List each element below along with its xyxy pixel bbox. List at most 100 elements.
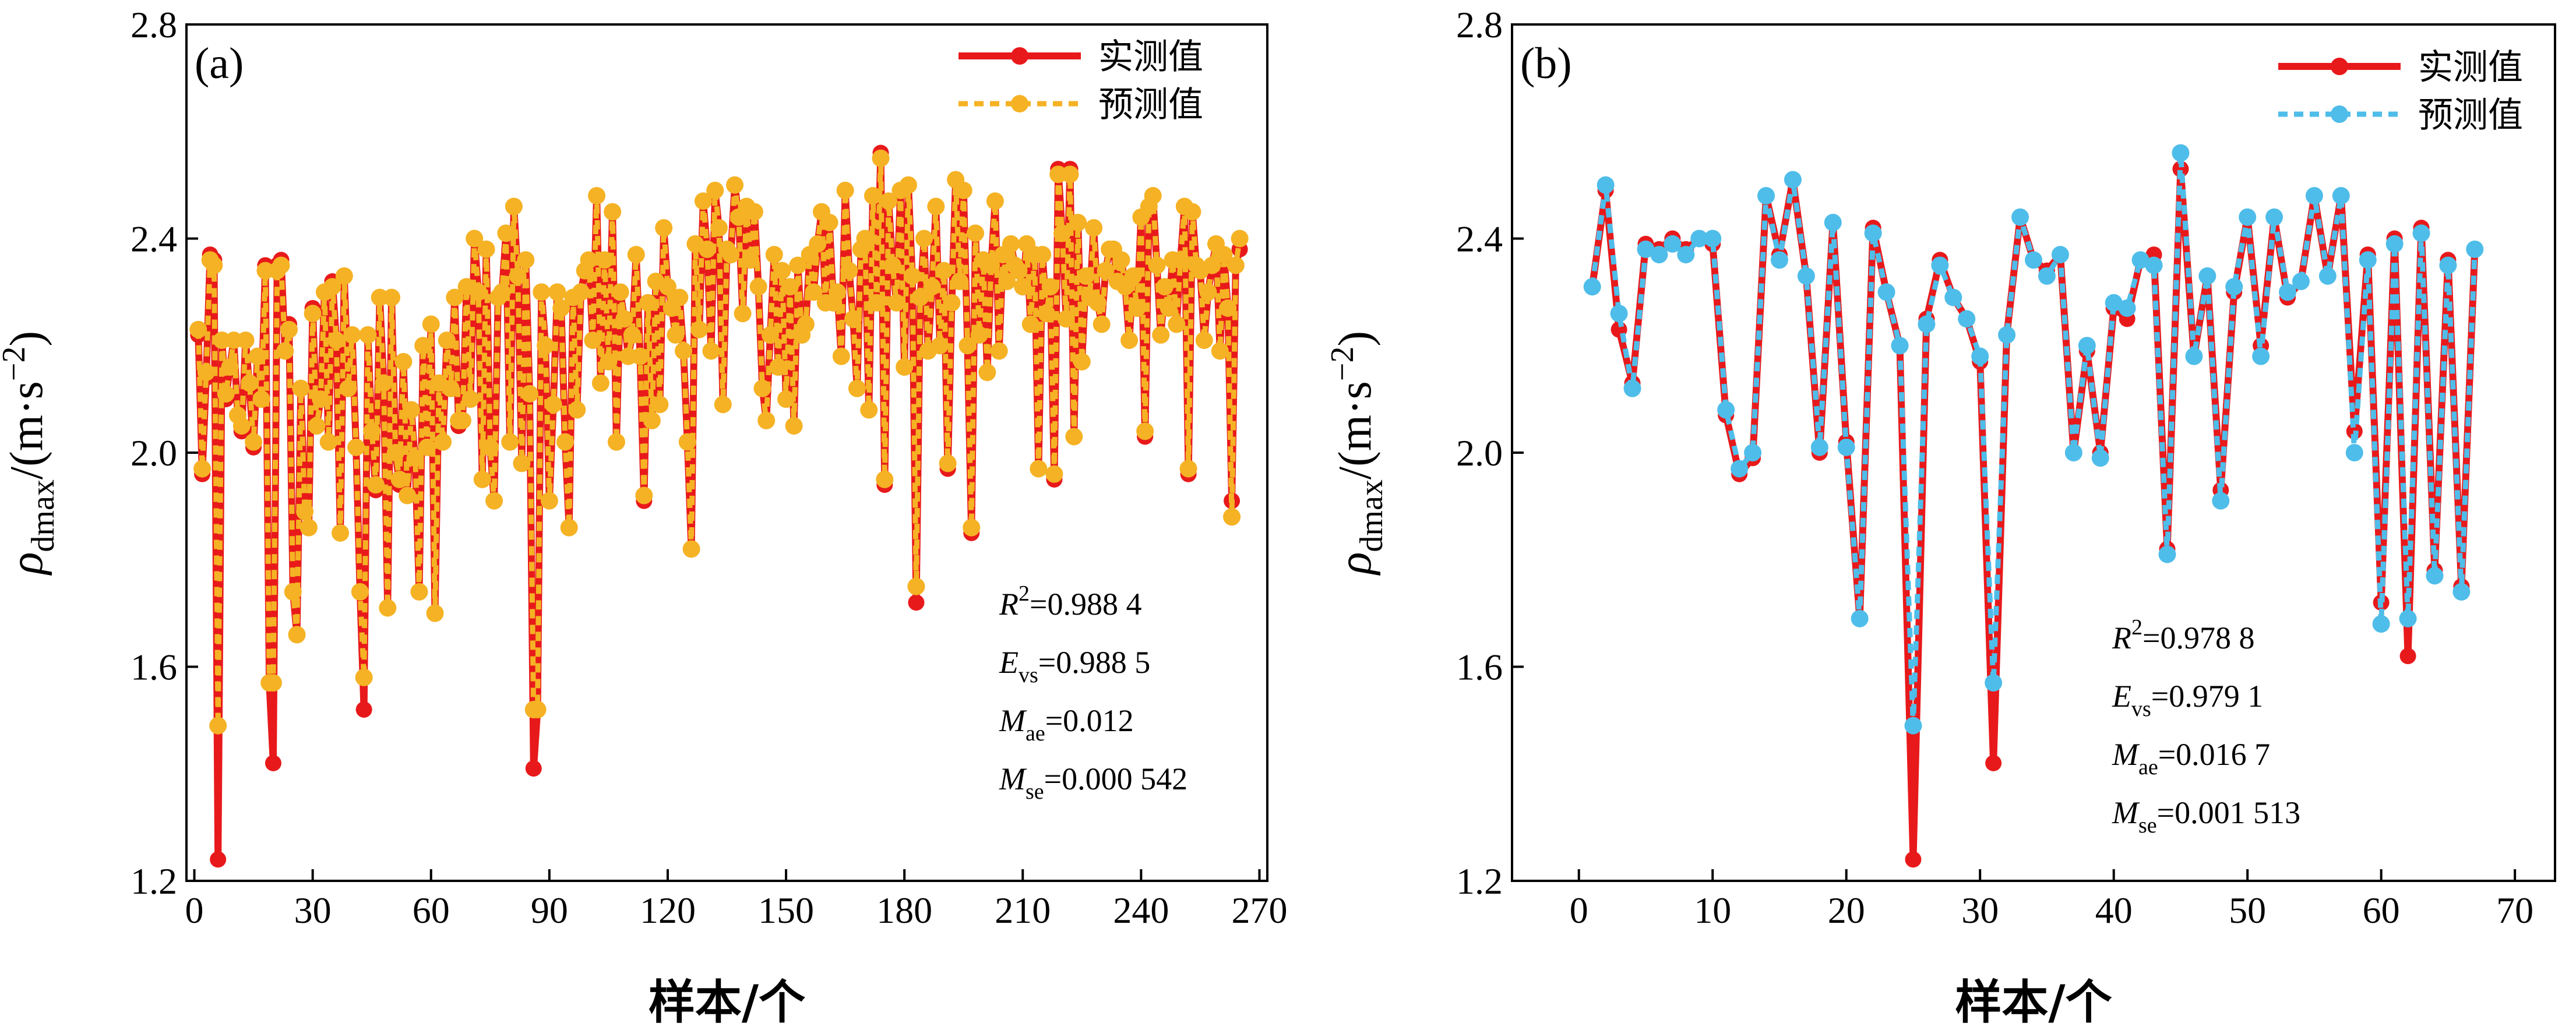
data-point <box>1583 278 1601 296</box>
data-point <box>237 331 255 350</box>
data-point <box>939 454 957 472</box>
data-point <box>304 305 322 323</box>
data-point <box>990 342 1008 360</box>
data-point <box>785 417 803 435</box>
data-point <box>548 283 566 301</box>
data-point <box>1041 278 1059 296</box>
data-point <box>667 326 685 344</box>
data-point <box>1136 422 1154 440</box>
data-point <box>556 433 574 451</box>
data-point <box>963 518 981 537</box>
data-point <box>533 283 551 301</box>
data-point <box>1155 278 1174 296</box>
data-point <box>1211 342 1229 360</box>
data-point <box>363 422 381 440</box>
data-point <box>1837 438 1855 456</box>
data-point <box>197 364 215 382</box>
data-point <box>1784 171 1802 189</box>
data-point <box>797 315 815 333</box>
data-point <box>595 251 614 269</box>
data-point <box>950 273 968 290</box>
data-point <box>2078 337 2096 355</box>
data-point <box>2345 444 2363 461</box>
data-point <box>907 577 925 595</box>
x-tick-label: 120 <box>640 890 696 931</box>
data-point <box>722 246 740 264</box>
data-point <box>299 518 318 537</box>
data-point <box>276 342 294 360</box>
data-point <box>1021 315 1039 333</box>
data-point <box>706 181 724 199</box>
data-point <box>2158 545 2176 563</box>
stat-line: R2=0.988 4 <box>999 581 1141 622</box>
data-point <box>986 192 1004 210</box>
data-point <box>2359 251 2377 269</box>
data-point <box>414 337 432 355</box>
data-point <box>2131 251 2149 269</box>
series-markers-predicted <box>189 149 1249 735</box>
data-point <box>639 294 657 312</box>
data-point <box>1824 213 1842 231</box>
x-tick-label: 60 <box>413 890 450 931</box>
data-point <box>1770 251 1788 269</box>
data-point <box>252 390 270 408</box>
y-tick-label: 1.6 <box>131 647 177 688</box>
data-point <box>769 358 787 376</box>
data-point <box>880 192 898 210</box>
data-point <box>485 492 503 510</box>
data-point <box>1097 262 1115 280</box>
data-point <box>1690 230 1708 248</box>
data-point <box>1183 203 1201 221</box>
data-point <box>958 337 977 355</box>
data-point <box>1128 299 1146 317</box>
data-point <box>998 273 1016 290</box>
data-point <box>552 299 570 317</box>
data-point <box>2198 267 2216 285</box>
data-point <box>1704 230 1722 248</box>
data-point <box>1744 444 1762 461</box>
data-point <box>572 283 590 301</box>
x-tick-label: 10 <box>1694 890 1731 931</box>
data-point <box>2172 144 2190 162</box>
data-point <box>1112 251 1130 269</box>
data-point <box>1918 315 1936 333</box>
data-point <box>1057 310 1075 328</box>
data-point <box>513 454 531 472</box>
data-point <box>943 294 961 312</box>
data-point <box>264 674 282 692</box>
data-point <box>265 754 281 771</box>
data-point <box>1597 176 1615 194</box>
data-point <box>2452 583 2471 601</box>
data-point <box>627 246 645 264</box>
data-point <box>1152 326 1170 344</box>
data-point <box>241 374 259 392</box>
data-point <box>832 347 850 365</box>
data-point <box>1650 246 1668 264</box>
data-point <box>1069 213 1087 231</box>
data-point <box>540 492 558 510</box>
legend-label: 实测值 <box>1098 37 1203 77</box>
data-point <box>2091 449 2109 467</box>
data-point <box>883 256 901 274</box>
data-point <box>1985 754 2002 771</box>
data-point <box>2185 347 2203 365</box>
data-point <box>872 149 890 167</box>
data-point <box>410 583 428 601</box>
data-point <box>248 347 266 365</box>
data-point <box>1223 508 1241 526</box>
legend-label: 实测值 <box>2418 47 2523 88</box>
data-point <box>2051 246 2069 264</box>
legend-swatch-marker <box>1011 47 1028 65</box>
series-line-measured <box>1588 165 2479 863</box>
stat-line: Evs=0.988 5 <box>999 645 1150 687</box>
data-point <box>860 401 878 419</box>
data-point <box>477 240 495 258</box>
data-point <box>864 187 882 204</box>
data-point <box>568 401 586 419</box>
data-point <box>848 379 866 397</box>
y-tick-label: 1.6 <box>1456 647 1503 688</box>
data-point <box>773 262 791 280</box>
data-point <box>935 262 953 280</box>
data-point <box>982 256 1000 274</box>
x-tick-label: 40 <box>2095 890 2133 931</box>
